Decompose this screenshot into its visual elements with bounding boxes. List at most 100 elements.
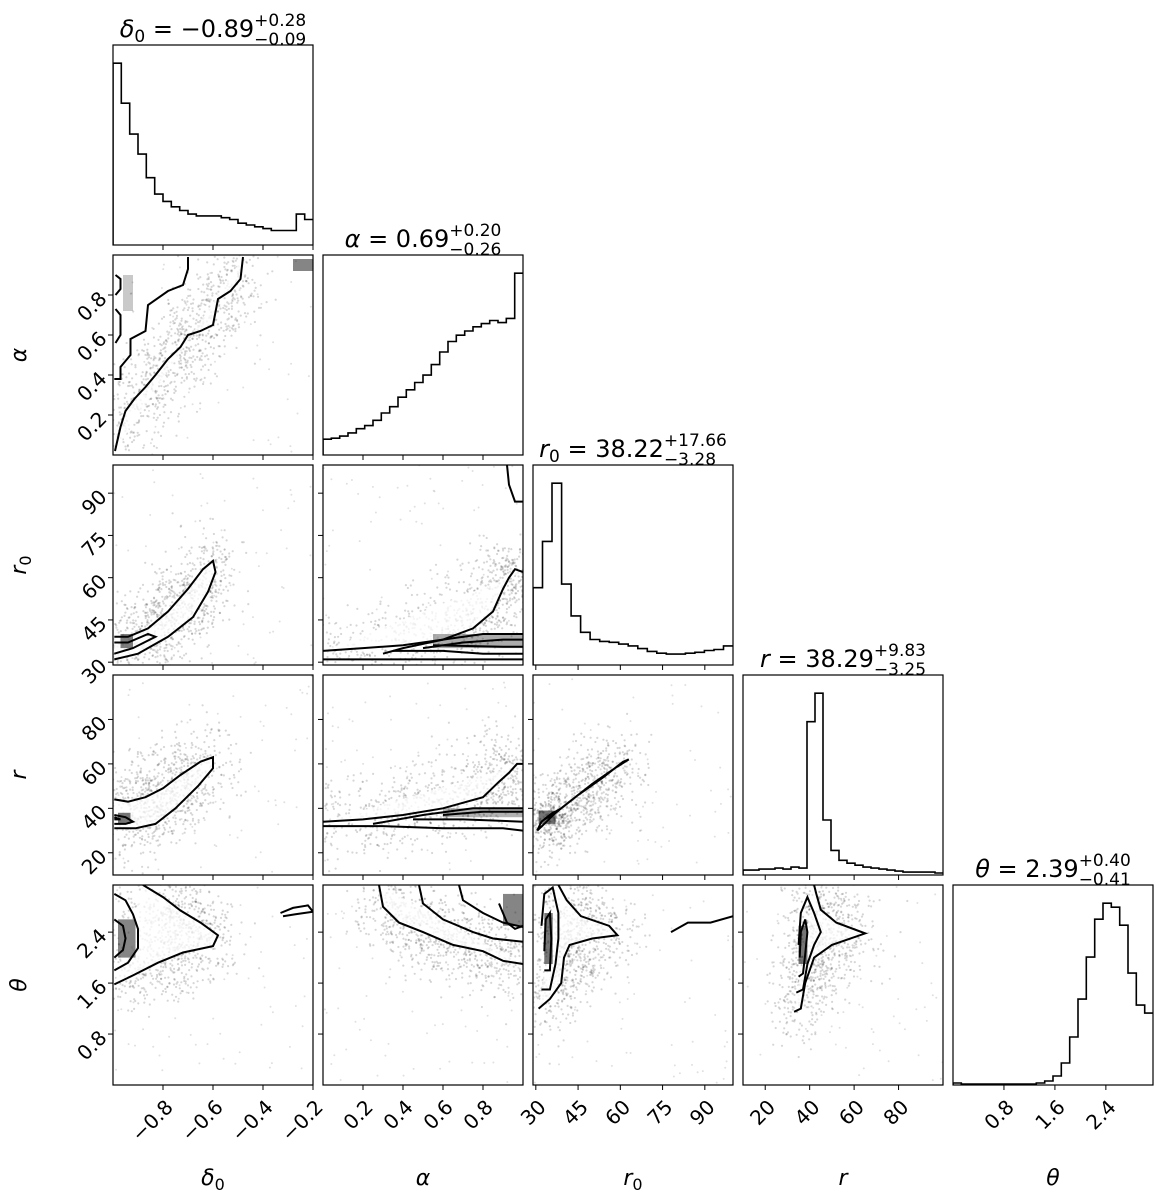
scatter-point xyxy=(507,758,510,761)
scatter-point xyxy=(166,390,169,393)
scatter-point xyxy=(218,305,221,308)
scatter-point xyxy=(228,574,231,577)
scatter-point xyxy=(229,760,232,763)
scatter-point xyxy=(209,247,211,249)
scatter-point xyxy=(144,653,147,656)
scatter-point xyxy=(375,826,379,829)
scatter-point xyxy=(446,655,449,659)
scatter-point xyxy=(153,344,156,348)
scatter-point xyxy=(460,648,463,651)
scatter-point xyxy=(514,601,517,604)
scatter-point xyxy=(171,638,174,641)
scatter-point xyxy=(259,228,261,230)
scatter-point xyxy=(456,806,459,809)
scatter-point xyxy=(181,657,184,660)
scatter-point xyxy=(185,364,188,367)
scatter-point xyxy=(566,777,569,781)
scatter-point xyxy=(447,831,450,834)
scatter-point xyxy=(593,798,596,801)
scatter-point xyxy=(441,773,444,776)
scatter-point xyxy=(503,793,506,796)
scatter-point xyxy=(392,830,395,833)
scatter-point xyxy=(186,757,189,761)
scatter-point xyxy=(401,837,404,840)
scatter-point xyxy=(150,602,153,605)
scatter-point xyxy=(169,309,172,312)
scatter-point xyxy=(425,835,429,838)
scatter-point xyxy=(352,779,355,782)
scatter-point xyxy=(491,793,494,796)
scatter-point xyxy=(196,617,199,620)
scatter-point xyxy=(103,781,105,783)
scatter-point xyxy=(123,406,126,409)
scatter-point xyxy=(156,364,159,367)
scatter-point xyxy=(190,345,193,348)
scatter-point xyxy=(514,787,517,791)
scatter-point xyxy=(131,788,134,792)
scatter-point xyxy=(395,666,397,668)
scatter-point xyxy=(465,765,468,768)
scatter-point xyxy=(501,796,504,799)
scatter-point xyxy=(139,842,142,845)
scatter-point xyxy=(180,362,183,365)
scatter-point xyxy=(484,619,488,622)
scatter-point xyxy=(169,325,172,328)
scatter-point xyxy=(206,605,209,608)
scatter-point xyxy=(480,766,483,769)
scatter-point xyxy=(408,683,410,685)
scatter-point xyxy=(169,768,172,771)
scatter-point xyxy=(162,397,165,400)
scatter-point xyxy=(116,424,119,427)
scatter-point xyxy=(564,812,567,816)
scatter-point xyxy=(125,669,127,671)
scatter-point xyxy=(211,791,214,794)
scatter-point xyxy=(148,354,151,357)
scatter-point xyxy=(138,791,141,794)
scatter-point xyxy=(399,651,402,654)
scatter-point xyxy=(170,636,173,639)
scatter-point xyxy=(127,661,130,664)
scatter-point xyxy=(460,772,463,775)
scatter-point xyxy=(518,744,521,747)
scatter-point xyxy=(179,327,182,331)
scatter-point xyxy=(490,580,493,583)
scatter-point xyxy=(516,589,520,593)
scatter-point xyxy=(204,355,207,358)
scatter-point xyxy=(309,554,312,557)
scatter-point xyxy=(202,787,205,791)
scatter-point xyxy=(175,771,178,774)
scatter-point xyxy=(504,564,507,567)
scatter-point xyxy=(137,764,140,767)
scatter-point xyxy=(145,615,148,618)
scatter-point xyxy=(507,792,510,795)
scatter-point xyxy=(155,839,158,842)
scatter-point xyxy=(147,415,150,418)
scatter-point xyxy=(177,415,180,418)
scatter-point xyxy=(180,546,183,549)
scatter-point xyxy=(227,302,230,305)
scatter-point xyxy=(160,729,164,732)
scatter-point xyxy=(269,443,272,446)
scatter-point xyxy=(249,294,252,297)
scatter-point xyxy=(416,788,419,791)
scatter-point xyxy=(171,589,174,593)
scatter-point xyxy=(155,390,158,393)
scatter-point xyxy=(524,609,526,611)
scatter-point xyxy=(332,802,335,805)
scatter-point xyxy=(212,284,215,287)
scatter-point xyxy=(331,529,334,532)
scatter-point xyxy=(191,568,194,571)
scatter-point xyxy=(116,792,119,795)
scatter-point xyxy=(125,607,129,610)
scatter-point xyxy=(250,294,253,298)
scatter-point xyxy=(207,802,210,805)
scatter-point xyxy=(85,447,87,449)
scatter-point xyxy=(451,781,454,785)
scatter-point xyxy=(211,294,214,297)
scatter-point xyxy=(134,366,137,369)
scatter-point xyxy=(437,647,440,651)
scatter-point xyxy=(517,804,520,808)
scatter-point xyxy=(126,778,129,781)
scatter-point xyxy=(170,334,173,337)
scatter-point xyxy=(106,663,108,665)
